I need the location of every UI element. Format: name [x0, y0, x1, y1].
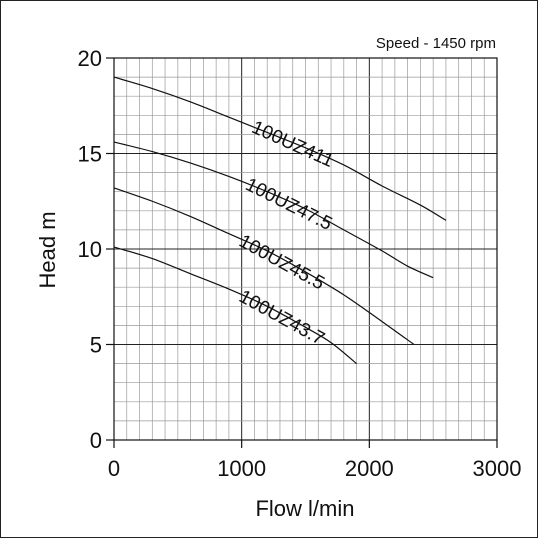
- tick-labels: 0 1000 2000 3000 0 5 10 15 20: [78, 46, 522, 481]
- axes: [106, 57, 498, 448]
- curve-100UZ45.5: [113, 187, 415, 345]
- curve-100UZ47.5: [113, 141, 434, 279]
- x-tick-label: 3000: [473, 456, 522, 481]
- curve-label: 100UZ43.7: [235, 286, 328, 350]
- speed-annotation: Speed - 1450 rpm: [376, 35, 496, 52]
- y-tick-label: 20: [78, 46, 102, 71]
- curves: [113, 76, 447, 365]
- curve-100UZ43.7: [113, 246, 357, 365]
- y-tick-label: 10: [78, 237, 102, 262]
- x-axis-title: Flow l/min: [255, 496, 354, 521]
- x-tick-label: 1000: [217, 456, 266, 481]
- x-tick-label: 2000: [345, 456, 394, 481]
- grid: [113, 57, 498, 441]
- curve-100UZ411: [113, 76, 447, 221]
- y-axis-title: Head m: [35, 211, 60, 288]
- curve-label: 100UZ47.5: [242, 174, 336, 235]
- y-tick-label: 0: [90, 428, 102, 453]
- y-tick-label: 5: [90, 333, 102, 358]
- x-tick-label: 0: [108, 456, 120, 481]
- y-tick-label: 15: [78, 142, 102, 167]
- curve-label: 100UZ45.5: [235, 231, 328, 295]
